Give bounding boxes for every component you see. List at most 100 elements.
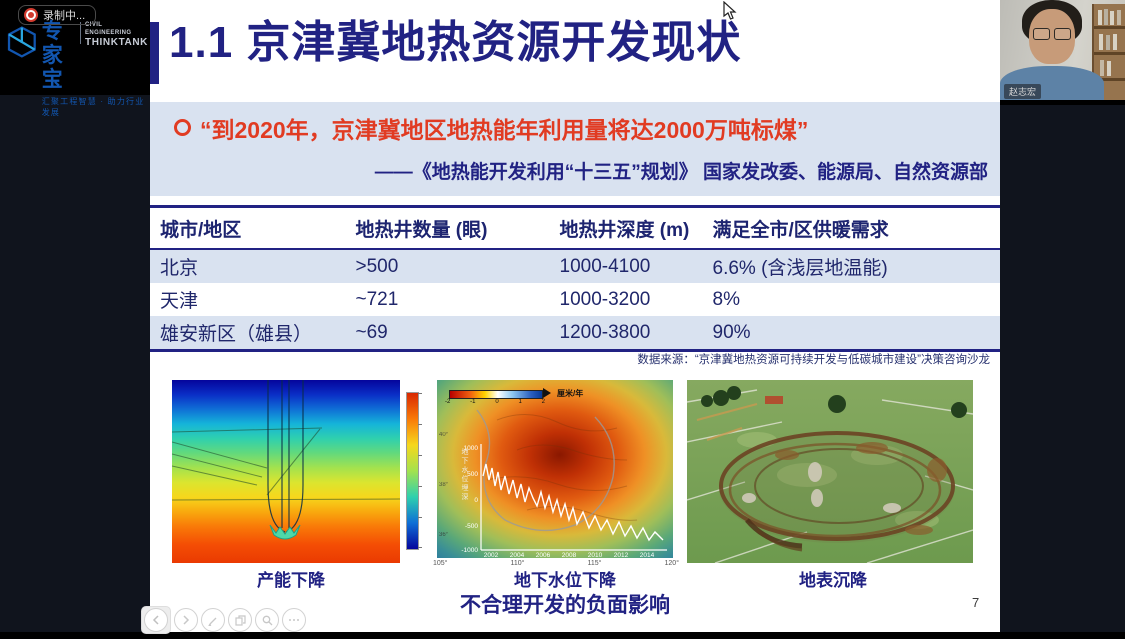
brand-cube-icon	[7, 26, 36, 58]
slide-canvas: 1.1 京津冀地热资源开发现状 “到2020年，京津冀地区地热能年利用量将达20…	[150, 0, 1000, 632]
more-icon	[289, 619, 299, 621]
geothermal-table: 城市/地区 地热井数量 (眼) 地热井深度 (m) 满足全市/区供暖需求 北京 …	[150, 205, 1000, 352]
annotate-button[interactable]	[201, 608, 225, 632]
temperature-field-image	[172, 380, 400, 563]
table-row: 雄安新区（雄县） ~69 1200-3800 90%	[150, 316, 1000, 349]
lon-tick: 105°	[433, 560, 448, 567]
map-y-tick: 0	[474, 497, 478, 504]
colorbar-icon	[406, 392, 422, 550]
caption-groundwater-decline: 地下水位下降	[514, 571, 616, 590]
map-y-tick: -500	[465, 523, 478, 530]
map-x-tick: 2014	[640, 552, 655, 558]
table-cell: 90%	[712, 321, 751, 343]
next-slide-button[interactable]	[174, 608, 198, 632]
map-x-tick: 2010	[588, 552, 603, 558]
pages-button[interactable]	[228, 608, 252, 632]
table-cell: 北京	[160, 258, 199, 279]
zoom-button[interactable]	[255, 608, 279, 632]
brand-name-en-line2: THINKTANK	[85, 37, 148, 48]
map-lat-tick: 38°	[439, 482, 449, 488]
recording-indicator[interactable]: 录制中...	[18, 5, 97, 25]
map-y-tick: 500	[467, 471, 478, 478]
table-row: 天津 ~721 1000-3200 8%	[150, 283, 1000, 316]
map-scale-ticks: -2 -1 0 1 2	[445, 399, 545, 405]
chevron-right-icon	[183, 615, 190, 625]
subsidence-map-image: 1000 500 0 -500 -1000 2002 2004 2006 200…	[437, 380, 673, 558]
table-cell: 雄安新区（雄县）	[160, 324, 313, 345]
map-lon-ticks: 105° 110° 115° 120°	[433, 560, 679, 567]
map-y-axis-label: 地下水位埋深	[461, 448, 468, 502]
scale-tick: 0	[495, 399, 499, 405]
table-header-cell: 城市/地区	[160, 219, 242, 241]
chevron-left-icon	[144, 608, 168, 632]
figure-land-subsidence	[687, 380, 973, 563]
map-y-tick: -1000	[461, 547, 478, 554]
brand-logo: 专家宝 CIVIL ENGINEERING THINKTANK 汇聚工程智慧 ·…	[6, 20, 148, 118]
map-lat-tick: 36°	[439, 532, 449, 538]
quote-text: “到2020年，京津冀地区地热能年利用量将达2000万吨标煤”	[200, 117, 809, 143]
table-header-cell: 地热井数量 (眼)	[355, 219, 488, 241]
map-x-tick: 2008	[562, 552, 577, 558]
letterbox-left	[0, 0, 150, 639]
bullet-circle-icon	[174, 119, 191, 136]
magnifier-icon	[262, 615, 272, 625]
player-toolbar	[141, 606, 306, 634]
table-header-cell: 地热井深度 (m)	[559, 219, 690, 241]
caption-capacity-decline: 产能下降	[257, 571, 325, 590]
table-cell: 1000-4100	[559, 255, 651, 277]
pages-icon	[234, 614, 246, 626]
table-header-row: 城市/地区 地热井数量 (眼) 地热井深度 (m) 满足全市/区供暖需求	[150, 208, 1000, 250]
more-button[interactable]	[282, 608, 306, 632]
page-number: 7	[972, 595, 980, 610]
webcam-bottom-edge	[1000, 100, 1125, 105]
recording-label: 录制中...	[43, 10, 86, 22]
brand-tagline: 汇聚工程智慧 · 助力行业发展	[41, 97, 145, 117]
previous-slide-button[interactable]	[141, 606, 171, 634]
map-x-tick: 2006	[536, 552, 551, 558]
brand-name-cn: 专家宝	[41, 20, 64, 91]
map-y-tick: 1000	[464, 445, 479, 452]
map-x-tick: 2012	[614, 552, 629, 558]
scale-tick: 1	[518, 399, 522, 405]
table-cell: 天津	[160, 291, 199, 312]
quote-band: “到2020年，京津冀地区地热能年利用量将达2000万吨标煤” ——《地热能开发…	[150, 102, 1000, 196]
participant-name-label: 赵志宏	[1004, 84, 1042, 99]
webcam-tile[interactable]: 赵志宏	[1000, 0, 1125, 105]
table-cell: 6.6% (含浅层地温能)	[712, 258, 888, 279]
figure-groundwater-map: 1000 500 0 -500 -1000 2002 2004 2006 200…	[437, 380, 673, 558]
scale-tick: -2	[445, 399, 451, 405]
table-cell: ~69	[355, 321, 388, 343]
figure-capacity-decline	[172, 380, 422, 563]
brand-separator	[80, 22, 82, 44]
map-lat-tick: 40°	[439, 432, 449, 438]
data-source-note: 数据来源：“京津冀地热资源可持续开发与低碳城市建设”决策咨询沙龙	[637, 354, 990, 366]
table-header-cell: 满足全市/区供暖需求	[712, 219, 889, 241]
sinkhole-photo-image	[687, 380, 973, 563]
lon-tick: 110°	[510, 560, 525, 567]
map-x-tick: 2002	[484, 552, 499, 558]
table-cell: 1000-3200	[559, 288, 651, 310]
map-colorscale-icon	[449, 390, 543, 399]
map-scale-arrow-icon	[543, 388, 551, 398]
letterbox-bottom	[0, 632, 1125, 639]
brand-name-en-line1: CIVIL ENGINEERING	[85, 22, 132, 36]
title-accent-bar	[150, 22, 159, 84]
table-cell: 8%	[712, 288, 740, 310]
map-scale-label: 厘米/年	[557, 389, 584, 398]
pen-icon	[207, 617, 216, 626]
map-x-tick: 2004	[510, 552, 525, 558]
water-level-line	[482, 463, 664, 542]
lon-tick: 120°	[664, 560, 679, 567]
recording-dot-icon	[24, 8, 38, 22]
caption-land-subsidence: 地表沉降	[799, 571, 867, 590]
presenter-face	[1029, 9, 1075, 64]
table-cell: ~721	[355, 288, 399, 310]
scale-tick: -1	[470, 399, 476, 405]
glasses-icon	[1033, 28, 1071, 40]
quote-attribution: ——《地热能开发利用“十三五”规划》 国家发改委、能源局、自然资源部	[374, 162, 988, 183]
slide-title: 1.1 京津冀地热资源开发现状	[169, 18, 742, 67]
conclusion-text: 不合理开发的负面影响	[460, 594, 670, 617]
table-row: 北京 >500 1000-4100 6.6% (含浅层地温能)	[150, 250, 1000, 283]
table-cell: 1200-3800	[559, 321, 651, 343]
